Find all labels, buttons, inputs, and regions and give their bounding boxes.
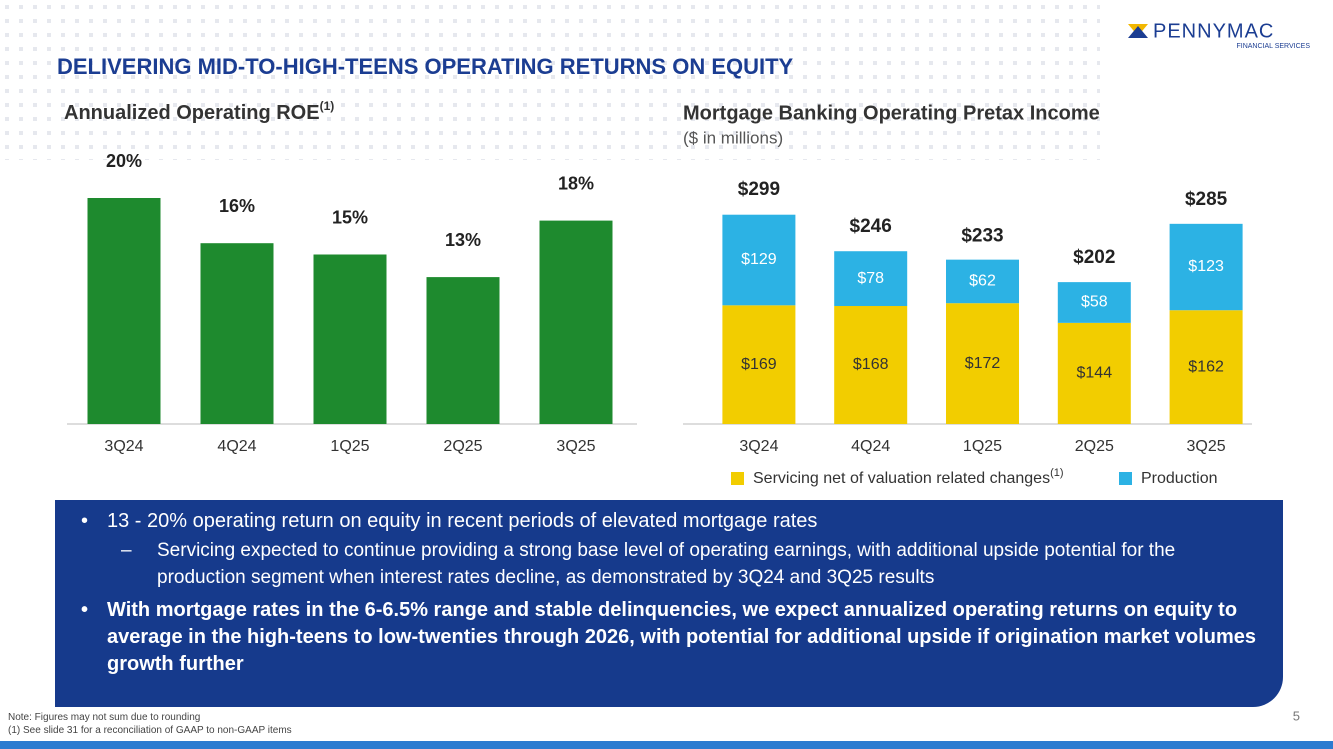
legend-label: Production [1141,470,1218,487]
bar-segment [946,303,1019,424]
chart-title: Mortgage Banking Operating Pretax Income [683,102,1100,124]
total-label: $246 [850,216,892,237]
bar-segment [722,305,796,424]
segment-label: $129 [741,251,777,268]
x-tick-label: 4Q24 [217,438,256,455]
segment-label: $144 [1077,365,1113,382]
legend-label: Servicing net of valuation related chang… [753,467,1064,487]
segment-label: $78 [857,270,884,287]
sub-bullet: Servicing expected to continue providing… [81,537,1263,591]
logo-icon [1128,26,1148,38]
logo-sub: FINANCIAL SERVICES [1236,43,1310,50]
bar [200,243,274,424]
legend-swatch [731,472,744,485]
bar-segment [834,251,908,307]
segment-label: $172 [965,355,1001,372]
bullet: With mortgage rates in the 6-6.5% range … [81,597,1263,678]
legend-swatch [1119,472,1132,485]
bar-segment [1169,310,1243,424]
value-label: 15% [332,207,368,227]
note: (1) See slide 31 for a reconciliation of… [8,725,292,736]
dot-pattern [0,0,1100,160]
chart-title-text: Annualized Operating ROE [64,102,320,124]
x-tick-label: 4Q24 [851,438,890,455]
total-label: $285 [1185,189,1228,210]
x-tick-label: 2Q25 [443,438,482,455]
bar-segment [834,306,908,424]
value-label: 16% [219,196,255,216]
summary-box: 13 - 20% operating return on equity in r… [55,500,1283,707]
segment-label: $62 [969,273,996,290]
segment-label: $169 [741,356,777,373]
x-tick-label: 1Q25 [330,438,369,455]
legend-note: (1) [1050,467,1063,479]
chart-title-note: (1) [320,99,335,113]
value-label: 20% [106,151,142,171]
x-tick-label: 3Q25 [556,438,595,455]
segment-label: $58 [1081,294,1108,311]
total-label: $202 [1073,247,1115,268]
bar [426,277,500,424]
value-label: 18% [558,173,594,193]
bar-segment [1057,322,1131,424]
note: Note: Figures may not sum due to roundin… [8,712,201,723]
chart-title: Annualized Operating ROE(1) [64,99,334,124]
x-tick-label: 3Q25 [1187,438,1226,455]
footer-stripe [0,741,1333,749]
bar-segment [722,214,796,306]
bar-segment [1169,223,1243,311]
segment-label: $168 [853,356,889,373]
chart-subtitle: ($ in millions) [683,128,783,147]
total-label: $299 [738,179,780,200]
segment-label: $162 [1188,358,1224,375]
legend-text: Servicing net of valuation related chang… [753,470,1050,487]
x-tick-label: 1Q25 [963,438,1002,455]
x-tick-label: 3Q24 [104,438,143,455]
value-label: 13% [445,230,481,250]
bar-segment [1057,282,1131,323]
bar [539,220,613,424]
page-number: 5 [1293,708,1300,723]
x-tick-label: 3Q24 [739,438,778,455]
legend-text: Production [1141,470,1218,487]
slide-title: DELIVERING MID-TO-HIGH-TEENS OPERATING R… [57,54,794,79]
bar-segment [946,259,1019,304]
total-label: $233 [961,225,1003,246]
bar [313,254,387,424]
segment-label: $123 [1188,258,1224,275]
bar [87,198,161,424]
logo: PENNYMAC [1153,20,1274,42]
bullet: 13 - 20% operating return on equity in r… [81,508,1263,535]
x-tick-label: 2Q25 [1075,438,1114,455]
